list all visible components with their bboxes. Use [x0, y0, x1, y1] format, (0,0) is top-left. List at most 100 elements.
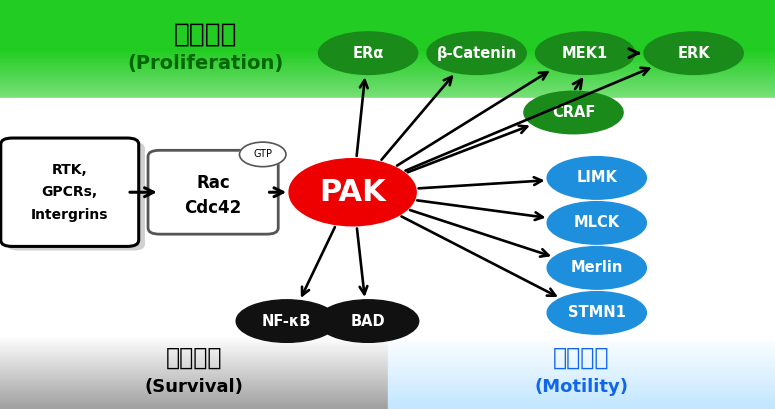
Bar [0, 131, 775, 133]
Bar [0, 162, 775, 164]
Bar [0, 407, 388, 409]
Bar [0, 168, 775, 170]
Bar [388, 403, 775, 405]
Bar [0, 403, 388, 405]
Ellipse shape [524, 91, 623, 134]
Bar [388, 346, 775, 348]
Bar [0, 61, 775, 63]
Bar [0, 405, 388, 407]
Bar [388, 337, 775, 339]
Bar [0, 112, 775, 115]
Bar [0, 63, 775, 65]
Bar [0, 70, 775, 72]
Bar [0, 402, 388, 403]
Bar [0, 355, 388, 357]
Text: (Proliferation): (Proliferation) [127, 54, 284, 73]
Bar [0, 157, 775, 160]
Text: 세포이동: 세포이동 [553, 346, 609, 370]
Bar [0, 378, 388, 380]
Bar [0, 155, 775, 157]
Text: NF-κB: NF-κB [262, 314, 312, 328]
Ellipse shape [547, 157, 646, 199]
Bar [388, 348, 775, 350]
Bar [0, 135, 775, 137]
Bar [0, 363, 388, 365]
Bar [0, 396, 388, 398]
Bar [0, 110, 775, 112]
Ellipse shape [289, 159, 416, 226]
Bar [0, 49, 775, 51]
Text: MEK1: MEK1 [562, 46, 608, 61]
Bar [388, 355, 775, 357]
Bar [388, 398, 775, 400]
Bar [388, 385, 775, 387]
Bar [388, 366, 775, 369]
Bar [0, 343, 388, 344]
Bar [0, 361, 388, 363]
Bar [0, 65, 775, 67]
Ellipse shape [644, 32, 743, 74]
Text: ERK: ERK [677, 46, 710, 61]
Bar [388, 394, 775, 396]
Bar [0, 369, 388, 371]
Bar [0, 119, 775, 121]
Bar [0, 74, 775, 76]
Bar [0, 106, 775, 108]
Bar [388, 376, 775, 378]
Bar [0, 108, 775, 110]
Bar [388, 402, 775, 403]
Bar [0, 360, 388, 361]
Bar [0, 374, 388, 376]
Bar [0, 381, 388, 383]
Bar [388, 372, 775, 374]
Bar [388, 380, 775, 381]
Ellipse shape [236, 300, 337, 342]
Bar [388, 352, 775, 354]
Bar [0, 84, 775, 86]
Bar [0, 147, 775, 149]
Bar [388, 387, 775, 389]
Bar [0, 366, 388, 369]
Bar [0, 393, 388, 394]
Bar [388, 396, 775, 398]
Bar [0, 357, 388, 360]
Circle shape [239, 142, 286, 167]
Bar [0, 123, 775, 125]
Text: Rac: Rac [196, 174, 230, 192]
Bar [0, 335, 388, 337]
Text: (Motility): (Motility) [534, 378, 629, 396]
Bar [0, 160, 775, 162]
Bar [0, 166, 775, 168]
Bar [0, 129, 775, 131]
Bar [0, 141, 775, 143]
Bar [0, 398, 388, 400]
Bar [0, 383, 388, 385]
Bar [0, 90, 775, 92]
Bar [0, 344, 388, 346]
Bar [0, 94, 775, 96]
Bar [0, 80, 775, 82]
Bar [0, 153, 775, 155]
Bar [0, 67, 775, 70]
Bar [0, 371, 388, 372]
Ellipse shape [318, 300, 419, 342]
Bar [0, 394, 388, 396]
Bar [0, 117, 775, 119]
Text: RTK,: RTK, [52, 163, 88, 177]
Bar [388, 365, 775, 366]
Bar [0, 149, 775, 151]
Bar [0, 78, 775, 80]
Bar [388, 354, 775, 355]
Bar [0, 346, 388, 348]
Bar [0, 86, 775, 88]
Bar [0, 53, 775, 55]
Ellipse shape [547, 202, 646, 244]
Bar [0, 59, 775, 61]
Bar [388, 371, 775, 372]
Bar [388, 335, 775, 337]
Bar [0, 51, 775, 53]
Bar [0, 354, 388, 355]
Bar [0, 92, 775, 94]
Bar [388, 360, 775, 361]
Bar [388, 361, 775, 363]
